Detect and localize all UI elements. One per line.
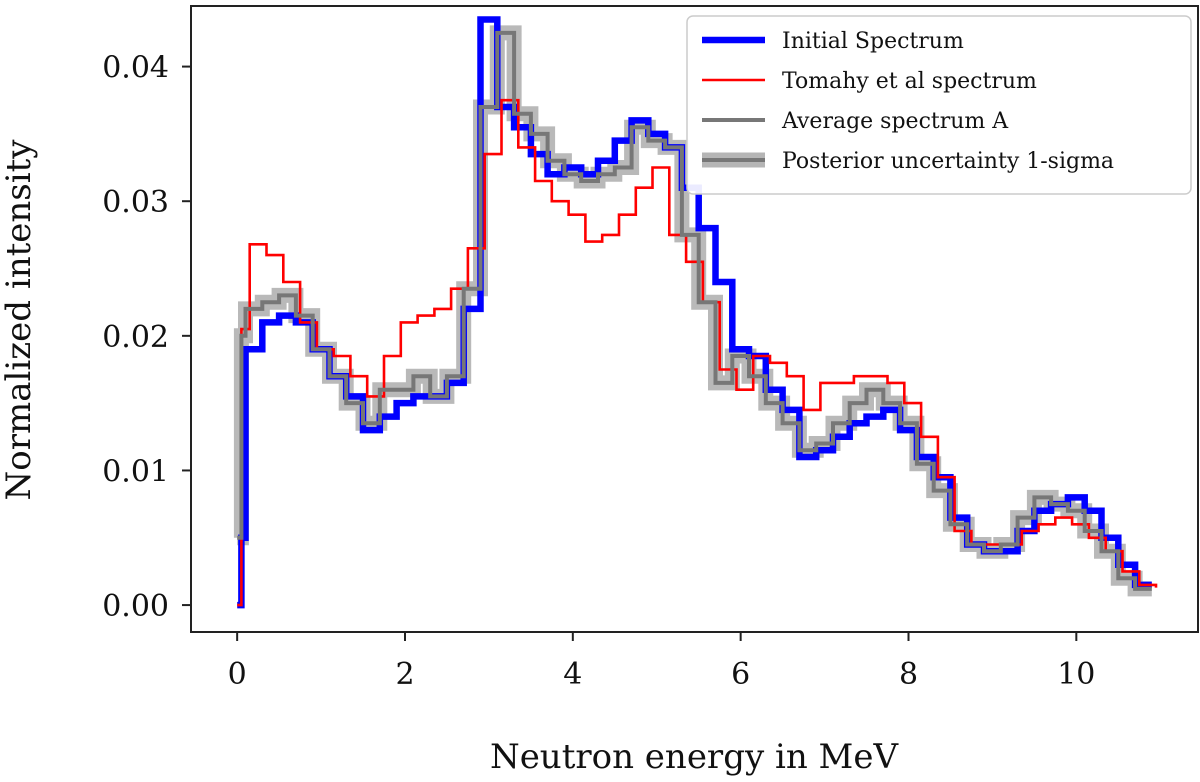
y-tick-label: 0.00: [102, 589, 169, 624]
legend-tomahy-spectrum: Tomahy et al spectrum: [782, 69, 1037, 94]
axes-frame: [190, 5, 1199, 633]
x-axis-title: Neutron energy in MeV: [490, 737, 900, 777]
x-tick-label: 2: [395, 657, 414, 692]
x-tick-label: 0: [228, 657, 247, 692]
series-average-spectrum-a: [237, 30, 1152, 591]
legend-initial-spectrum: Initial Spectrum: [782, 29, 964, 54]
x-tick-label: 6: [731, 657, 750, 692]
y-tick-label: 0.01: [102, 454, 169, 489]
x-tick-label: 4: [563, 657, 582, 692]
x-tick-label: 10: [1057, 657, 1095, 692]
x-tick-label: 8: [899, 657, 918, 692]
legend-frame: [686, 15, 1192, 195]
series-layer: [233, 16, 1158, 609]
legend-posterior-uncertainty: Posterior uncertainty 1-sigma: [782, 149, 1114, 174]
legend-average-spectrum-a: Average spectrum A: [781, 109, 1009, 134]
legend: Initial Spectrum Tomahy et al spectrum Ave…: [686, 15, 1192, 195]
y-tick-label: 0.03: [102, 185, 169, 220]
y-tick-label: 0.04: [102, 51, 169, 86]
tick-layer: 0 2 4 6 8 10 0.00 0.01 0.02 0.03 0.04: [102, 51, 1095, 692]
legend-items: Initial Spectrum Tomahy et al spectrum Ave…: [702, 29, 1114, 174]
y-axis-title: Normalized intensity: [0, 139, 39, 501]
y-tick-label: 0.02: [102, 320, 169, 355]
